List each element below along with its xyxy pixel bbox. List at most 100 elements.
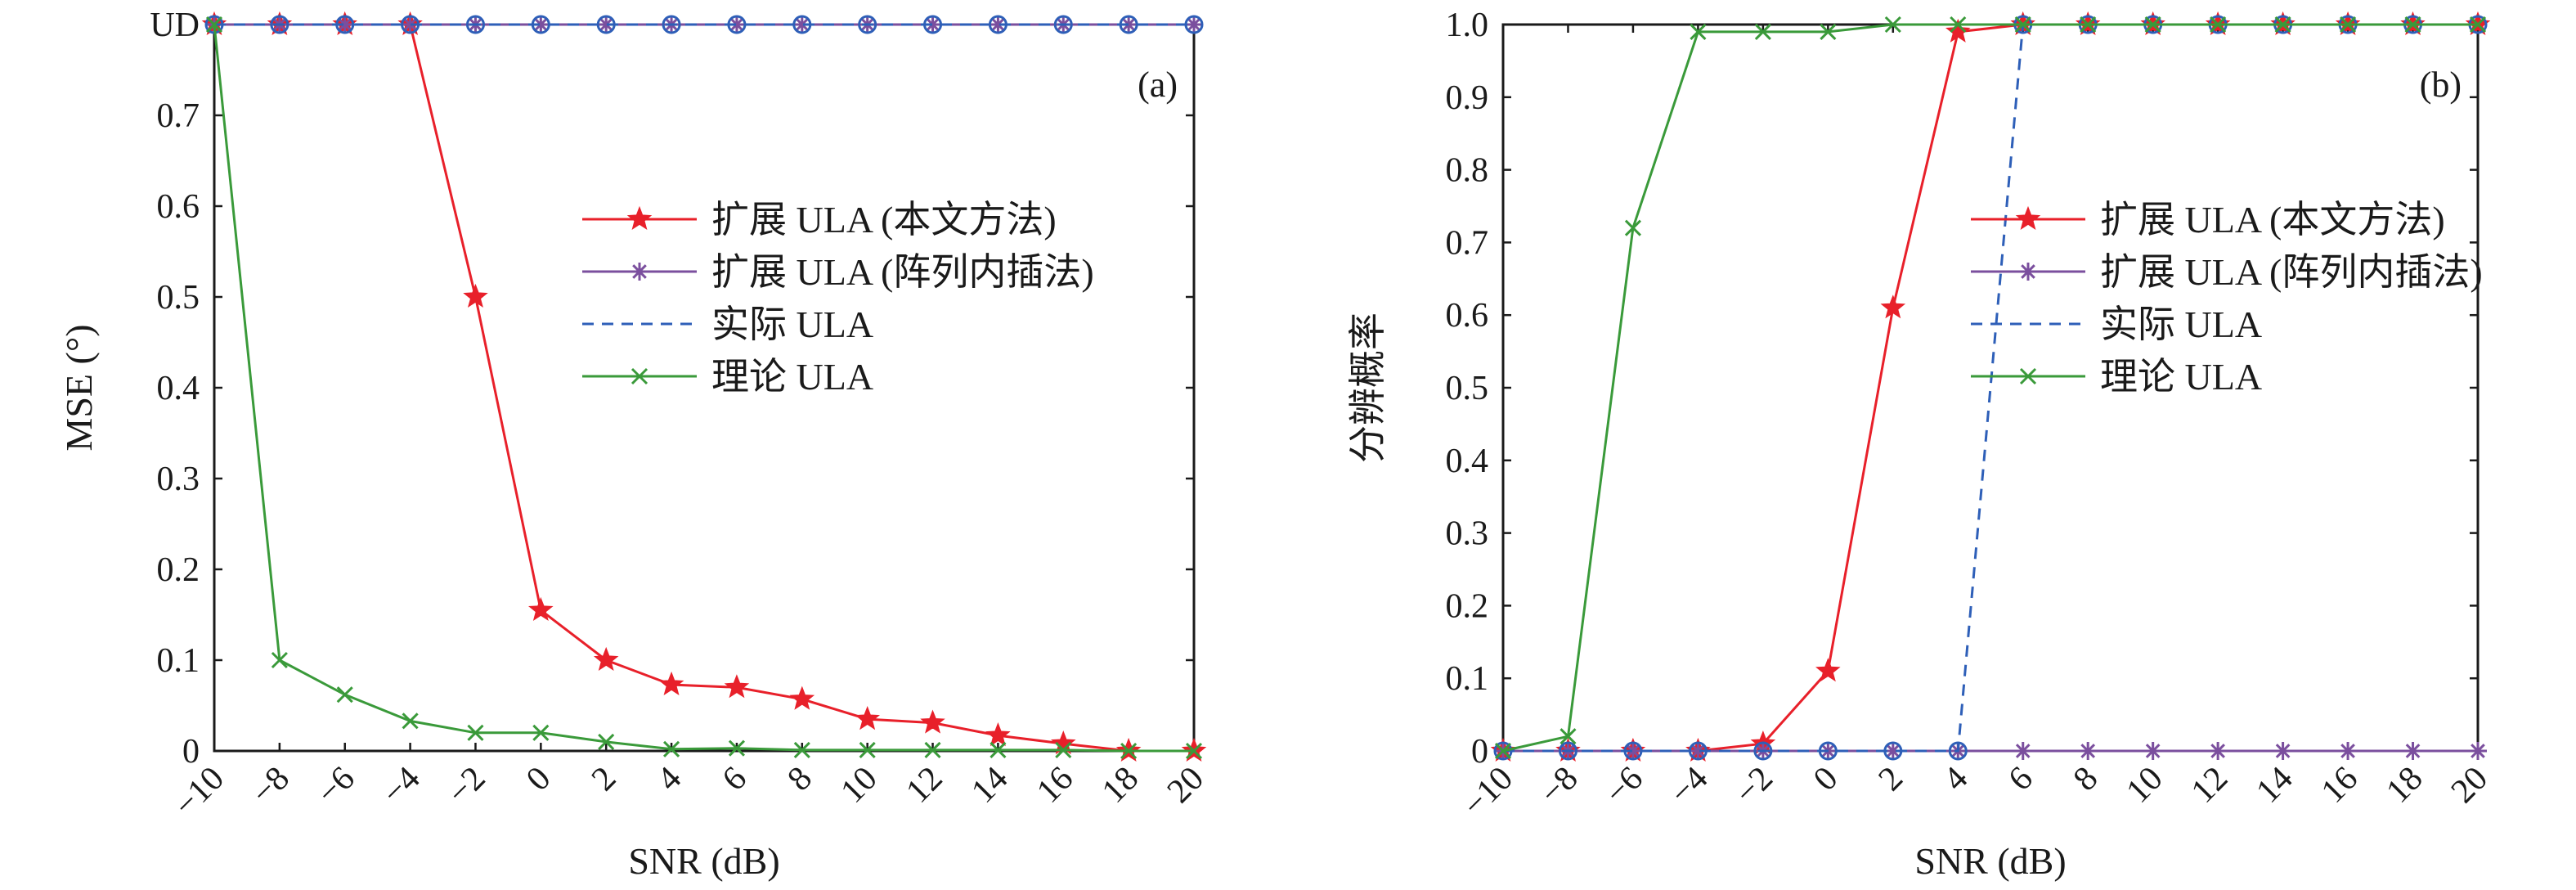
data-point (792, 15, 812, 34)
data-point (1055, 741, 1072, 758)
series-2 (204, 15, 1204, 34)
x-tick-label: 14 (964, 760, 1015, 811)
x-tick-label: 18 (2379, 760, 2430, 811)
x-tick-label: 0 (1806, 760, 1845, 798)
data-point (2469, 742, 2487, 760)
legend-label: 扩展 ULA (阵列内插法) (2100, 251, 2483, 293)
data-point (662, 15, 681, 34)
data-point (463, 283, 488, 308)
data-point (1184, 15, 1204, 34)
x-tick-label: 12 (2184, 760, 2235, 811)
data-point (596, 15, 616, 34)
legend-marker (626, 205, 653, 230)
y-tick-label: 0.5 (157, 279, 200, 317)
data-point (593, 646, 619, 671)
x-tick-label: 8 (780, 760, 819, 798)
x-tick-label: 10 (2120, 760, 2170, 811)
y-tick-label: 0.1 (157, 642, 200, 680)
panel-label: (b) (2420, 65, 2462, 105)
data-point (401, 15, 420, 34)
data-point (2014, 16, 2031, 34)
x-tick-label: 12 (899, 760, 949, 811)
y-axis-label: 分辨概率 (1347, 312, 1389, 463)
data-point (2210, 16, 2227, 34)
x-tick-label: 0 (519, 760, 558, 798)
data-point (2273, 742, 2292, 760)
data-point (920, 709, 945, 734)
x-tick-label: −4 (1663, 760, 1715, 812)
data-point (728, 739, 745, 757)
y-tick-label: 0.7 (157, 97, 200, 135)
x-tick-label: 4 (650, 760, 689, 798)
y-tick-label: 0.5 (1446, 370, 1489, 407)
y-tick-label: 0.6 (157, 188, 200, 226)
data-point (1623, 742, 1642, 760)
legend-marker (2019, 367, 2037, 385)
data-point (2339, 742, 2358, 760)
data-point (989, 16, 1008, 34)
y-tick-label: 0.9 (1446, 79, 1489, 117)
x-tick-label: 14 (2249, 760, 2300, 811)
data-point (1624, 219, 1641, 236)
x-tick-label: −8 (245, 760, 297, 812)
data-point (2209, 742, 2228, 760)
data-point (2469, 16, 2487, 34)
y-tick-label: 0.8 (1446, 152, 1489, 190)
data-point (924, 741, 941, 758)
x-tick-label: 18 (1095, 760, 1146, 811)
data-point (1120, 16, 1138, 34)
x-tick-label: 2 (585, 760, 623, 798)
data-point (2403, 742, 2422, 760)
data-point (1689, 742, 1708, 760)
data-point (793, 741, 810, 758)
y-tick-label: 0.3 (1446, 515, 1489, 553)
legend-marker (2019, 263, 2037, 281)
legend-label: 实际 ULA (711, 303, 873, 345)
data-point (528, 596, 554, 621)
data-point (2013, 742, 2032, 760)
x-tick-label: 2 (1871, 760, 1910, 798)
x-tick-label: −10 (167, 760, 231, 825)
data-point (205, 16, 223, 34)
data-point (1688, 741, 1708, 761)
x-tick-label: −8 (1533, 760, 1585, 812)
data-point (1945, 18, 1971, 43)
x-axis-label: SNR (dB) (628, 840, 779, 882)
data-point (1950, 16, 1967, 34)
x-tick-label: −6 (310, 760, 362, 812)
y-axis-label: MSE (°) (58, 324, 100, 451)
series-0 (1490, 11, 2491, 762)
data-point (1948, 741, 1968, 761)
data-point (1818, 741, 1838, 761)
chart-panel-b: 0 0.1 0.2 0.3 0.4 0.5 0.6 0.7 0.8 0.9 1.0 −10 −8 −6 −4… (1347, 7, 2495, 882)
data-point (465, 15, 485, 34)
data-point (2144, 16, 2161, 34)
y-tick-label: 0.3 (157, 461, 200, 498)
y-tick-label: 0.4 (157, 370, 200, 407)
plot-frame (213, 23, 1196, 753)
x-tick-label: 6 (716, 760, 754, 798)
data-point (859, 741, 876, 758)
data-point (2340, 16, 2357, 34)
series-3 (1494, 16, 2487, 760)
legend-label: 理论 ULA (2100, 356, 2262, 398)
data-point (2080, 16, 2097, 34)
legend-label: 扩展 ULA (本文方法) (711, 199, 1057, 240)
data-point (1883, 741, 1903, 761)
data-point (789, 685, 815, 710)
legend-marker (2015, 205, 2041, 230)
x-tick-label: −2 (1728, 760, 1780, 812)
x-tick-label: −2 (440, 760, 492, 812)
data-point (923, 15, 943, 34)
data-point (270, 15, 289, 34)
data-point (2143, 742, 2162, 760)
data-point (1053, 15, 1073, 34)
data-point (1494, 742, 1512, 760)
y-tick-label: 0 (1471, 733, 1488, 771)
data-point (1880, 294, 1906, 319)
x-tick-label: 16 (1030, 760, 1080, 811)
y-tick-label: 0.6 (1446, 297, 1489, 335)
data-point (402, 712, 419, 730)
x-tick-label: 20 (1160, 760, 1211, 811)
